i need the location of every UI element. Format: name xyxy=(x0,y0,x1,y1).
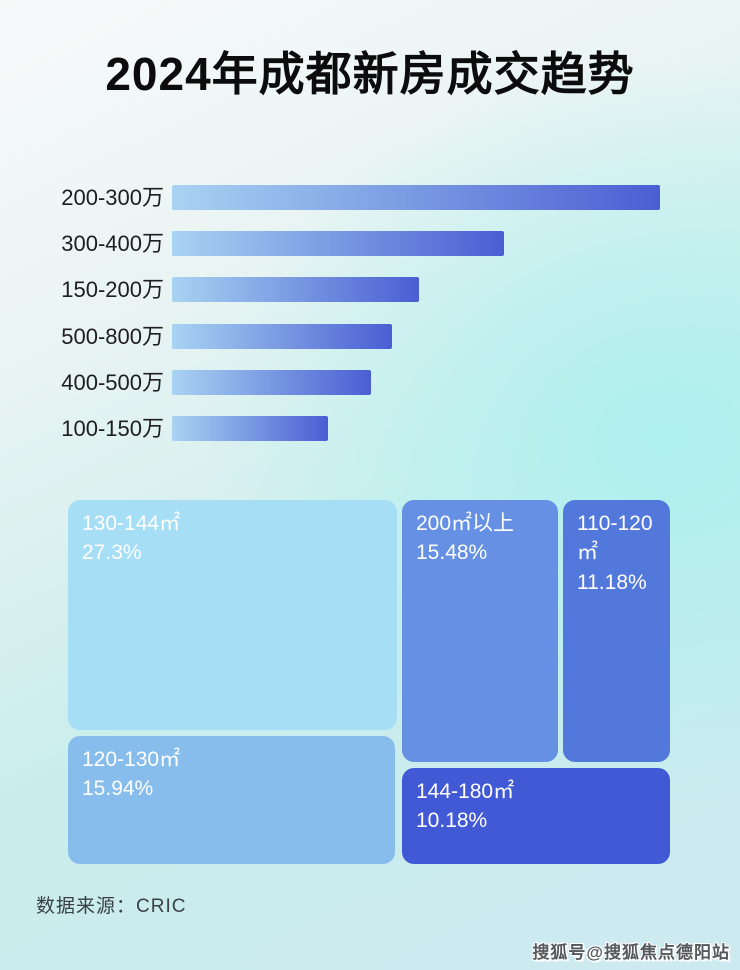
watermark: 搜狐号@搜狐焦点德阳站 xyxy=(532,943,730,962)
bar xyxy=(172,277,419,303)
tile-value: 11.18% xyxy=(577,570,647,594)
tile-value: 10.18% xyxy=(416,809,488,833)
tile-value: 15.48% xyxy=(416,541,488,565)
tile-label: 120-130㎡ xyxy=(82,748,181,771)
bar xyxy=(172,231,504,257)
bar xyxy=(172,323,392,349)
page-title: 2024年成都新房成交趋势 xyxy=(105,48,635,100)
bar xyxy=(172,416,328,441)
bar-label: 500-800万 xyxy=(61,323,164,349)
bar xyxy=(172,369,371,395)
tile-label: 144-180㎡ xyxy=(416,780,515,803)
tile-value: 27.3% xyxy=(82,541,142,565)
tile-label: 200㎡以上 xyxy=(416,512,515,535)
tile-label: 130-144㎡ xyxy=(82,512,181,535)
bar xyxy=(172,185,660,210)
bar-label: 150-200万 xyxy=(61,277,164,303)
bar-label: 400-500万 xyxy=(61,369,164,395)
bar-label: 300-400万 xyxy=(61,231,164,257)
treemap-tile: 200㎡以上 15.48% xyxy=(402,500,558,762)
data-source-note: 数据来源：CRIC xyxy=(36,896,187,917)
treemap-tile: 130-144㎡ 27.3% xyxy=(68,500,397,730)
treemap-tile: 120-130㎡ 15.94% xyxy=(68,736,395,864)
tile-value: 15.94% xyxy=(82,777,154,801)
tile-label: 110-120㎡ xyxy=(577,512,653,565)
treemap-tile: 110-120㎡ 11.18% xyxy=(563,500,670,762)
treemap-tile: 144-180㎡ 10.18% xyxy=(402,768,670,864)
bar-label: 200-300万 xyxy=(61,185,164,210)
bar-label: 100-150万 xyxy=(61,416,164,441)
